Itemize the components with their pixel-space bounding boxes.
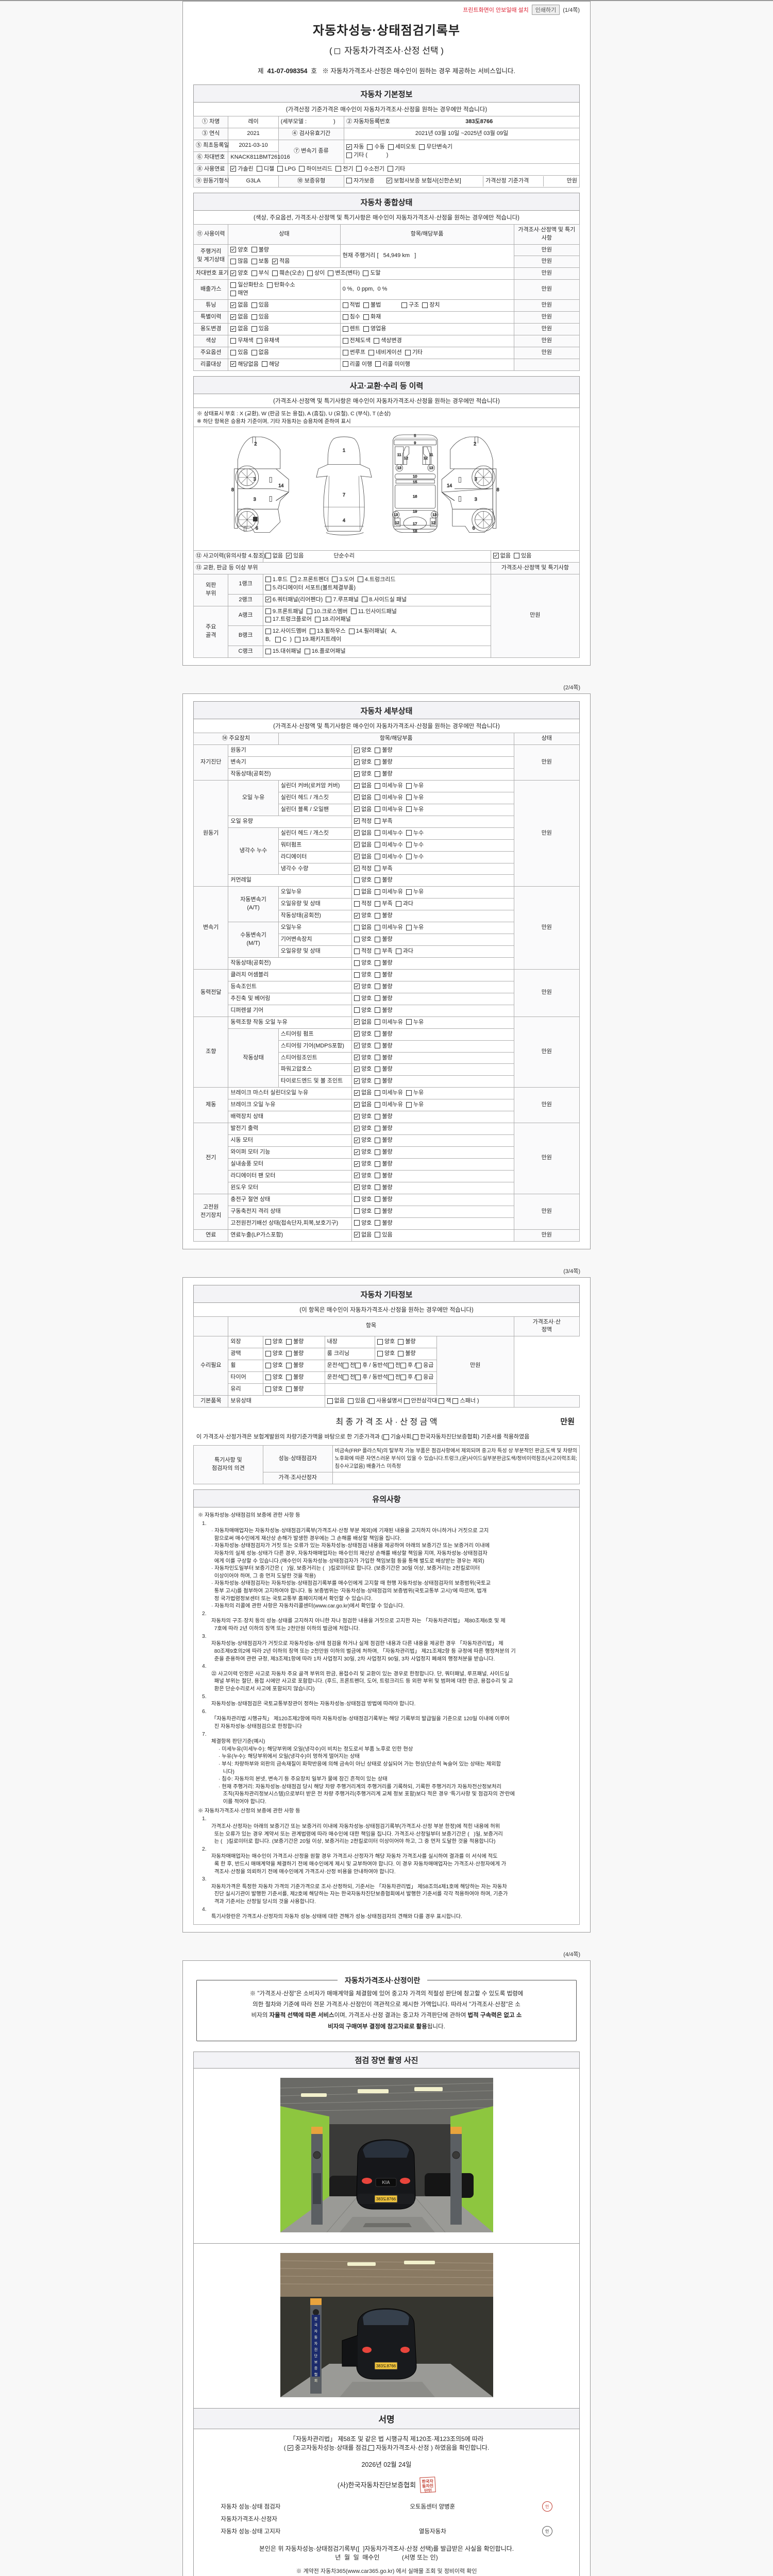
svg-text:3: 3 xyxy=(475,477,477,482)
svg-text:진: 진 xyxy=(314,2347,317,2352)
svg-text:15: 15 xyxy=(413,480,417,484)
svg-text:12: 12 xyxy=(431,520,435,525)
svg-text:3: 3 xyxy=(254,497,256,502)
svg-text:19: 19 xyxy=(413,509,417,514)
svg-text:383도8766: 383도8766 xyxy=(376,2364,396,2368)
svg-text:13: 13 xyxy=(429,466,433,470)
svg-text:6: 6 xyxy=(256,526,258,531)
svg-text:9: 9 xyxy=(414,440,416,445)
svg-text:2: 2 xyxy=(474,441,476,446)
svg-text:4: 4 xyxy=(343,518,345,523)
svg-text:13: 13 xyxy=(432,512,436,517)
svg-text:13: 13 xyxy=(397,466,401,470)
svg-text:14: 14 xyxy=(447,483,452,488)
svg-text:16: 16 xyxy=(413,494,417,499)
svg-text:국: 국 xyxy=(314,2323,317,2327)
svg-text:한: 한 xyxy=(314,2317,317,2321)
svg-text:KIA: KIA xyxy=(382,2180,390,2185)
svg-text:동: 동 xyxy=(314,2335,317,2340)
svg-text:11: 11 xyxy=(429,452,433,457)
svg-text:증: 증 xyxy=(314,2366,317,2370)
svg-text:12: 12 xyxy=(404,456,408,461)
svg-text:협: 협 xyxy=(314,2372,317,2377)
svg-text:12: 12 xyxy=(395,520,399,525)
svg-text:보: 보 xyxy=(314,2360,317,2364)
svg-text:5: 5 xyxy=(414,433,416,438)
svg-text:8: 8 xyxy=(497,487,499,492)
svg-text:회: 회 xyxy=(314,2379,317,2383)
svg-text:7: 7 xyxy=(343,492,345,497)
svg-text:10: 10 xyxy=(413,474,417,479)
svg-text:1: 1 xyxy=(343,448,345,453)
svg-text:13: 13 xyxy=(394,512,398,517)
svg-text:차: 차 xyxy=(314,2341,317,2346)
svg-text:단: 단 xyxy=(314,2353,317,2358)
svg-text:14: 14 xyxy=(278,483,283,488)
svg-text:383도8766: 383도8766 xyxy=(376,2197,396,2201)
svg-text:8: 8 xyxy=(231,487,234,492)
svg-text:17: 17 xyxy=(413,521,417,526)
svg-text:18: 18 xyxy=(413,529,417,533)
svg-text:3: 3 xyxy=(475,497,477,502)
svg-text:자: 자 xyxy=(314,2329,317,2333)
svg-text:6: 6 xyxy=(473,526,475,531)
svg-text:3: 3 xyxy=(254,477,256,482)
svg-text:11: 11 xyxy=(397,452,401,457)
svg-text:12: 12 xyxy=(424,456,428,461)
svg-text:2: 2 xyxy=(254,441,257,446)
